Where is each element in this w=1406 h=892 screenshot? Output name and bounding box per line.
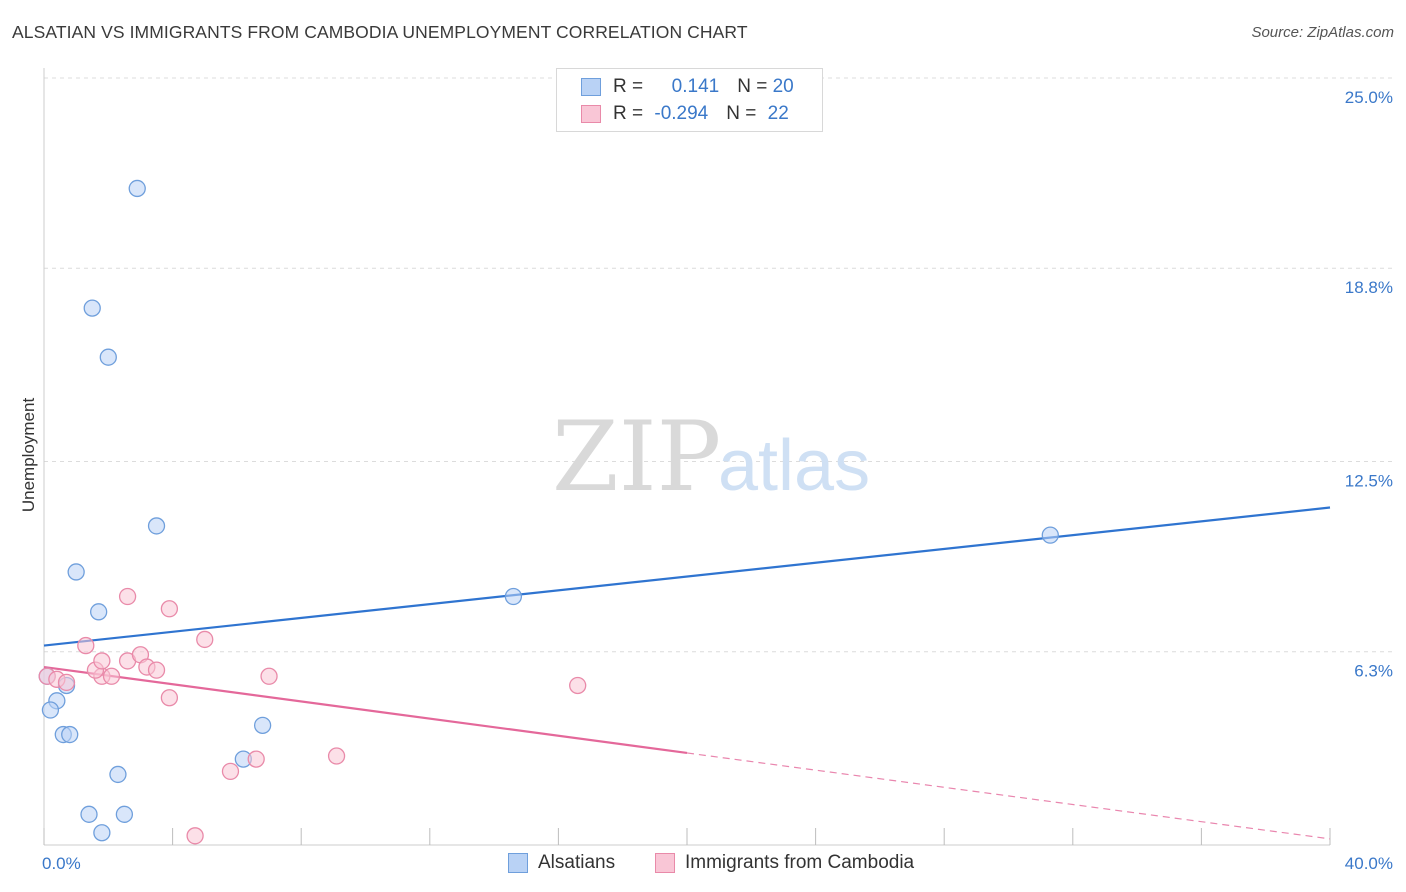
x-tick-label: 40.0% xyxy=(1345,854,1393,873)
watermark-atlas: atlas xyxy=(718,426,870,506)
point-alsatians xyxy=(504,587,523,606)
trend-line-cambodia xyxy=(43,665,688,755)
point-cambodia xyxy=(247,750,265,768)
bottom-legend-label: Immigrants from Cambodia xyxy=(685,852,915,873)
y-tick-label: 6.3% xyxy=(1354,662,1393,681)
point-alsatians xyxy=(83,299,101,317)
point-cambodia xyxy=(93,652,111,670)
legend-n-value: 22 xyxy=(767,103,789,124)
bottom-legend-swatch-pink xyxy=(655,853,675,873)
x-tick-label: 0.0% xyxy=(42,854,81,873)
point-alsatians xyxy=(109,765,127,784)
trend-lines xyxy=(43,506,1331,840)
point-cambodia xyxy=(221,762,240,781)
point-cambodia xyxy=(260,667,278,685)
point-alsatians xyxy=(90,603,108,621)
trend-line-alsatians xyxy=(43,506,1331,647)
point-alsatians xyxy=(99,348,117,366)
y-tick-label: 12.5% xyxy=(1345,472,1393,491)
point-cambodia xyxy=(147,661,166,679)
legend-r-value: 0.141 xyxy=(666,76,720,97)
data-points xyxy=(38,179,1059,845)
bottom-legend-swatch-blue xyxy=(508,853,528,873)
legend-n-label: N = xyxy=(726,103,762,124)
watermark: ZIP atlas xyxy=(552,401,870,513)
y-tick-label: 18.8% xyxy=(1345,278,1393,297)
legend-r-label: R = xyxy=(613,103,649,124)
point-alsatians xyxy=(67,563,85,581)
legend-swatch-pink xyxy=(581,105,601,123)
point-alsatians xyxy=(115,805,134,823)
legend-n-value: 20 xyxy=(772,76,794,97)
legend-swatch-blue xyxy=(581,78,601,96)
correlation-legend: R = 0.141 N = 20 R = -0.294 N = 22 xyxy=(556,68,823,132)
point-cambodia xyxy=(569,676,587,695)
trend-line-extension xyxy=(686,752,1331,840)
bottom-legend-cambodia: Immigrants from Cambodia xyxy=(655,852,914,874)
point-cambodia xyxy=(160,600,179,618)
source-label: Source: ZipAtlas.com xyxy=(1251,24,1394,41)
point-cambodia xyxy=(160,689,179,707)
legend-row-cambodia: R = -0.294 N = 22 xyxy=(581,102,789,126)
legend-r-value: -0.294 xyxy=(654,103,709,124)
point-cambodia xyxy=(118,587,137,606)
y-axis-label: Unemployment xyxy=(19,398,38,513)
point-cambodia xyxy=(186,827,204,845)
point-alsatians xyxy=(41,701,60,719)
point-alsatians xyxy=(93,824,111,842)
watermark-zip: ZIP xyxy=(552,401,721,513)
legend-row-alsatians: R = 0.141 N = 20 xyxy=(581,75,794,99)
legend-n-label: N = xyxy=(737,76,773,97)
y-tick-label: 25.0% xyxy=(1345,88,1393,107)
point-alsatians xyxy=(1041,526,1059,544)
point-cambodia xyxy=(102,667,121,685)
point-alsatians xyxy=(80,805,98,823)
point-alsatians xyxy=(128,179,146,198)
chart-title: ALSATIAN VS IMMIGRANTS FROM CAMBODIA UNE… xyxy=(12,22,748,42)
point-cambodia xyxy=(196,630,214,649)
bottom-legend-label: Alsatians xyxy=(538,852,616,873)
point-alsatians xyxy=(61,725,79,744)
bottom-legend-alsatians: Alsatians xyxy=(508,852,615,874)
point-cambodia xyxy=(57,673,76,692)
point-cambodia xyxy=(327,747,346,765)
grid-lines xyxy=(44,77,1395,653)
point-alsatians xyxy=(147,517,166,535)
point-cambodia xyxy=(77,636,95,655)
point-alsatians xyxy=(253,716,272,734)
legend-r-label: R = xyxy=(613,76,649,97)
axis-labels: 6.3% 12.5% 18.8% 25.0% 0.0% 40.0% xyxy=(42,88,1393,873)
